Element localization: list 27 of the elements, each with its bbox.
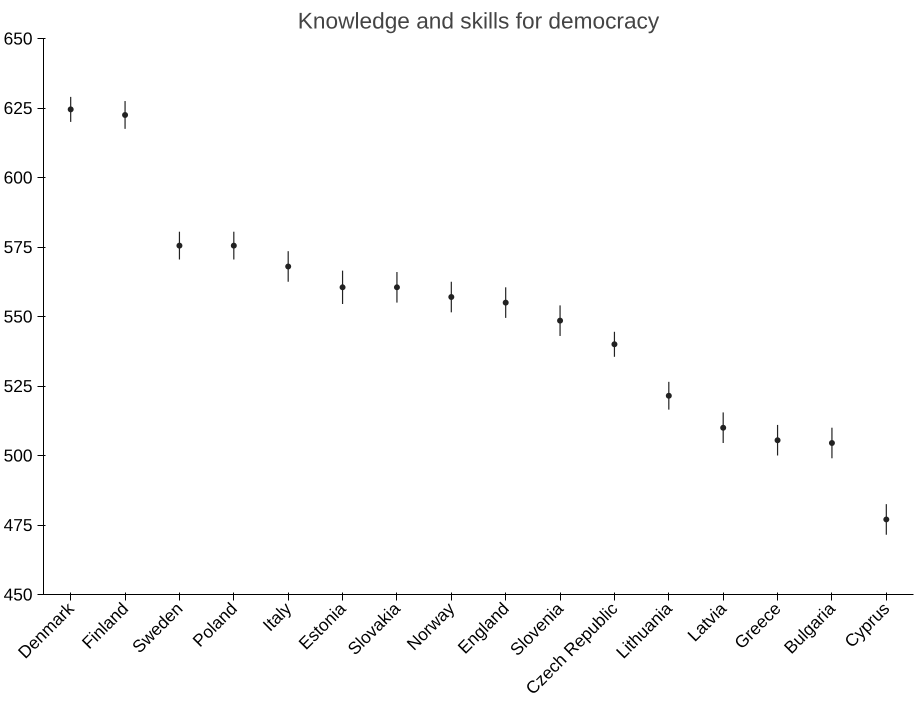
point (394, 284, 400, 290)
point (340, 284, 346, 290)
point (230, 242, 237, 249)
point (828, 440, 835, 446)
point (557, 318, 564, 324)
point (720, 424, 726, 431)
y-tick-label: 450 (4, 584, 33, 604)
y-tick-label: 525 (4, 376, 33, 396)
point (774, 437, 781, 444)
y-tick-label: 600 (4, 168, 33, 188)
point (502, 300, 509, 306)
chart-title: Knowledge and skills for democracy (298, 8, 660, 34)
y-tick-label: 500 (4, 446, 33, 466)
point (176, 242, 182, 249)
y-tick-label: 550 (4, 306, 33, 326)
point (611, 341, 618, 348)
point (68, 106, 74, 112)
point (666, 392, 672, 399)
point (122, 112, 128, 118)
y-tick-label: 625 (4, 98, 33, 118)
x-tick-label: Italy (258, 598, 296, 636)
point (285, 263, 292, 270)
point (883, 516, 890, 522)
point (448, 294, 454, 300)
y-tick-label: 650 (4, 28, 33, 48)
y-tick-label: 575 (4, 237, 33, 257)
y-tick-label: 475 (4, 515, 33, 535)
